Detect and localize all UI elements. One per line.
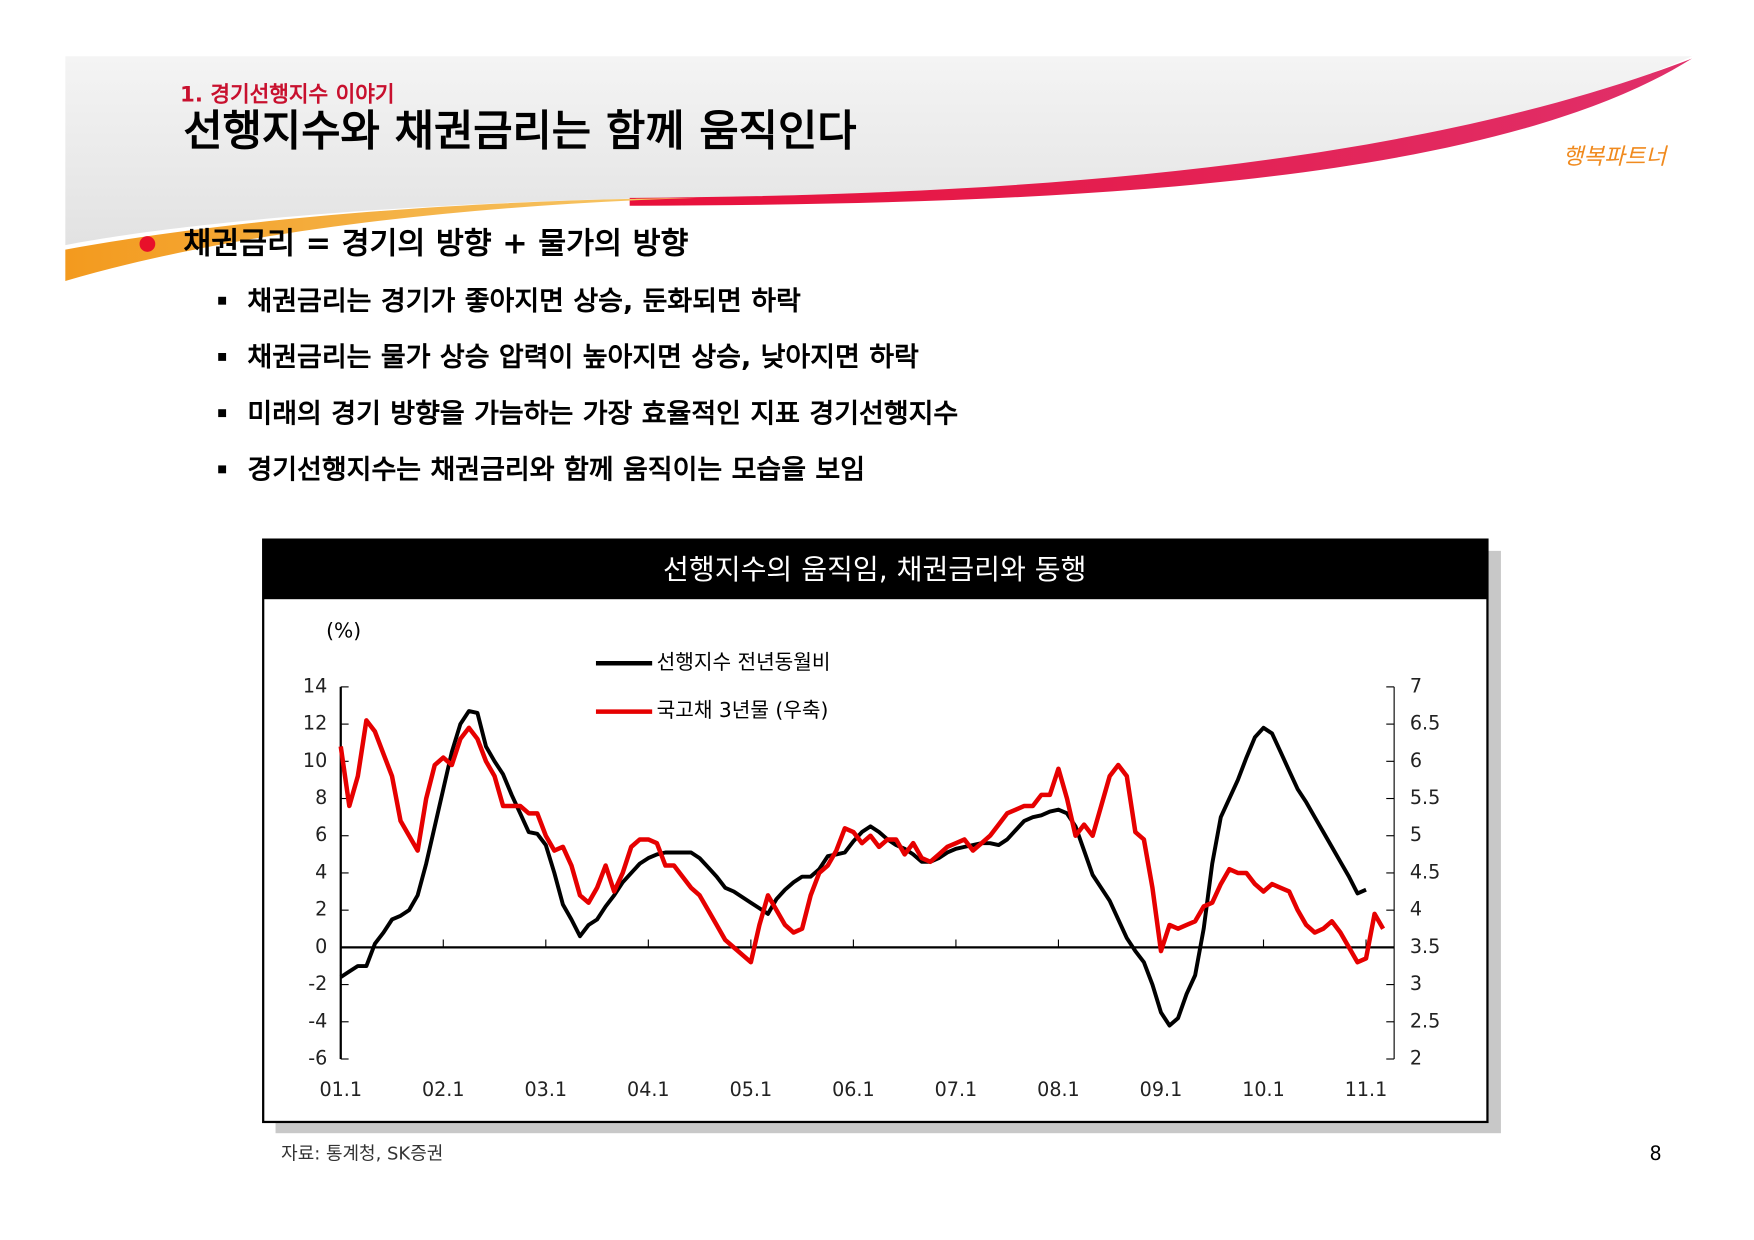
heading: 채권금리 = 경기의 방향 + 물가의 방향: [183, 227, 688, 262]
y-axis-label: (%): [326, 618, 361, 642]
y2-tick-label: 4.5: [1410, 860, 1440, 883]
plot: -6 -4 -2 0 2 4 6 8 10 12 14 2 2.5 3 3.5 4 4.5 5 5.5 6 6.5 7 01…: [303, 650, 1440, 1101]
header-swoosh: [629, 58, 1693, 206]
y2-tick-label: 3: [1410, 972, 1422, 995]
y2-tick-label: 5.5: [1410, 786, 1440, 809]
y-tick-label: -2: [308, 972, 327, 995]
chart-title-bar: [263, 539, 1488, 600]
source: 자료: 통계청, SK증권: [281, 1144, 443, 1165]
header-swoosh: [65, 197, 698, 282]
y-tick-label: 10: [303, 749, 327, 772]
y2-tick-label: 6.5: [1410, 712, 1440, 735]
chart-title: 선행지수의 움직임, 채권금리와 동행: [663, 553, 1086, 586]
bullet-square: [218, 465, 227, 474]
x-tick-label: 11.1: [1345, 1078, 1388, 1101]
x-tick-label: 04.1: [627, 1078, 670, 1101]
y-tick-label: 0: [315, 935, 327, 958]
bullet-square: [218, 409, 227, 418]
bullet-square: [218, 353, 227, 361]
slide-title: 선행지수와 채권금리는 함께 움직인다: [183, 106, 856, 156]
x-tick-label: 07.1: [935, 1078, 978, 1101]
bullet-dot: [139, 236, 156, 252]
x-tick-label: 08.1: [1037, 1078, 1080, 1101]
logo: 행복파트너: [1563, 144, 1669, 170]
y-tick-label: 2: [315, 898, 327, 921]
x-tick-label: 03.1: [525, 1078, 568, 1101]
series-line: [338, 718, 1386, 965]
bullet-text: 경기선행지수는 채권금리와 함께 움직이는 모습을 보임: [247, 455, 865, 486]
page-number: 8: [1650, 1142, 1662, 1165]
y2-tick-label: 6: [1410, 749, 1422, 772]
y-tick-label: 14: [303, 674, 327, 697]
x-tick-label: 09.1: [1140, 1078, 1183, 1101]
x-tick-label: 01.1: [319, 1078, 362, 1101]
y-tick-label: -4: [308, 1009, 327, 1032]
y2-tick-label: 2: [1410, 1047, 1422, 1070]
x-tick-label: 06.1: [832, 1078, 875, 1101]
y-tick-label: 4: [315, 860, 327, 883]
y2-tick-label: 5: [1410, 823, 1422, 846]
x-tick-label: 02.1: [422, 1078, 465, 1101]
bullet-square: [218, 296, 227, 305]
legend-label: 국고채 3년물 (우축): [657, 698, 829, 722]
legend-label: 선행지수 전년동월비: [657, 650, 831, 674]
bullet-text: 미래의 경기 방향을 가늠하는 가장 효율적인 지표 경기선행지수: [247, 398, 958, 429]
y-tick-label: 8: [315, 786, 327, 809]
y2-tick-label: 2.5: [1410, 1009, 1440, 1032]
y2-tick-label: 4: [1410, 898, 1422, 921]
x-tick-label: 05.1: [730, 1078, 773, 1101]
bullet-text: 채권금리는 물가 상승 압력이 높아지면 상승, 낮아지면 하락: [247, 342, 919, 373]
y-tick-label: -6: [308, 1047, 327, 1070]
y2-tick-label: 3.5: [1410, 935, 1440, 958]
series-line: [339, 709, 1367, 1028]
y-tick-label: 6: [315, 823, 327, 846]
y-tick-label: 12: [303, 712, 327, 735]
header-band: [65, 56, 1693, 246]
section-label: 1. 경기선행지수 이야기: [180, 83, 395, 108]
bullet-text: 채권금리는 경기가 좋아지면 상승, 둔화되면 하락: [247, 286, 801, 317]
x-tick-label: 10.1: [1242, 1078, 1285, 1101]
y2-tick-label: 7: [1410, 674, 1422, 697]
